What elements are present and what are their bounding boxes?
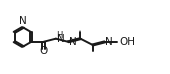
Text: N: N [19, 16, 27, 26]
Text: N: N [106, 37, 113, 47]
Text: –: – [79, 28, 81, 32]
Text: N: N [69, 37, 77, 47]
Text: H: H [57, 31, 63, 40]
Text: OH: OH [119, 37, 135, 47]
Text: N: N [57, 34, 64, 44]
Text: O: O [39, 46, 48, 56]
